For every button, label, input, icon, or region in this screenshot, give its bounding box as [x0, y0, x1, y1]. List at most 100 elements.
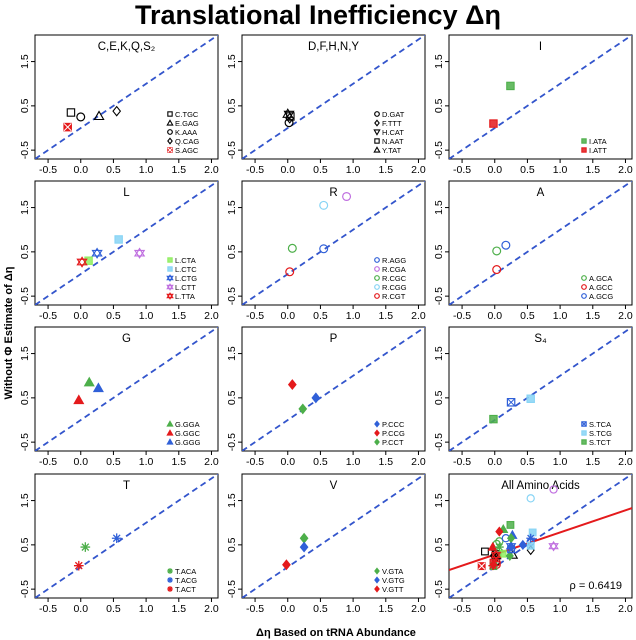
legend-label: P.CCT — [382, 438, 404, 447]
y-ticks: -0.5 0.5 1.5 — [226, 200, 242, 305]
x-tick-label: 0.5 — [520, 164, 535, 176]
x-ticks: -0.5 0.0 0.5 1.0 1.5 2.0 — [246, 451, 426, 468]
x-tick-label: 2.0 — [204, 164, 219, 176]
data-point — [477, 562, 486, 571]
panel-title: G — [122, 333, 131, 345]
correlation-annotation: ρ = 0.6419 — [570, 580, 622, 592]
legend-label: L.CTC — [175, 265, 197, 274]
data-point — [498, 549, 507, 558]
panel-1: -0.5 0.0 0.5 1.0 1.5 2.0 -0.5 0.5 1.5 C,E,K,Q,S₂ C… — [19, 34, 219, 176]
x-tick-label: 0.0 — [73, 310, 88, 322]
legend-label: S.TCT — [589, 438, 611, 447]
data-point — [492, 265, 502, 275]
x-tick-label: 2.0 — [618, 164, 633, 176]
data-points — [73, 376, 104, 405]
y-tick-label: 1.5 — [433, 200, 445, 215]
x-axis-label: Δη Based on tRNA Abundance — [256, 627, 416, 639]
legend-label: V.GTA — [382, 567, 403, 576]
data-point — [83, 376, 95, 387]
y-tick-label: 0.5 — [226, 98, 238, 113]
y-tick-label: 0.5 — [433, 244, 445, 259]
y-tick-label: 0.5 — [19, 390, 31, 405]
x-tick-label: 0.0 — [487, 603, 502, 615]
legend-marker — [581, 138, 587, 144]
y-ticks: -0.5 0.5 1.5 — [226, 54, 242, 159]
x-tick-label: 0.5 — [106, 456, 121, 468]
legend-label: P.CCG — [382, 429, 405, 438]
x-tick-label: 0.5 — [313, 603, 328, 615]
legend-label: T.ACG — [175, 576, 197, 585]
x-ticks: -0.5 0.0 0.5 1.0 1.5 2.0 — [39, 451, 219, 468]
y-tick-label: -0.5 — [433, 433, 445, 451]
x-ticks: -0.5 0.0 0.5 1.0 1.5 2.0 — [246, 159, 426, 176]
identity-line — [242, 474, 425, 598]
panel-10: -0.5 0.0 0.5 1.0 1.5 2.0 -0.5 0.5 1.5 T T.ACAT.ACG… — [19, 473, 219, 615]
x-tick-label: 1.5 — [171, 456, 186, 468]
legend-marker — [167, 147, 173, 153]
x-tick-label: 0.5 — [520, 310, 535, 322]
legend-marker — [167, 137, 173, 145]
data-point — [490, 549, 502, 561]
legend-label: I.ATT — [589, 146, 607, 155]
identity-line — [449, 474, 632, 598]
y-tick-label: -0.5 — [19, 580, 31, 598]
identity-line — [35, 474, 218, 598]
x-tick-label: -0.5 — [246, 310, 264, 322]
y-axis-label: Without Φ Estimate of Δη — [3, 266, 15, 399]
panel-6: -0.5 0.0 0.5 1.0 1.5 2.0 -0.5 0.5 1.5 A A.GCAA.GCC… — [433, 180, 633, 322]
x-tick-label: -0.5 — [39, 310, 57, 322]
x-tick-label: 1.5 — [378, 164, 393, 176]
identity-line — [449, 181, 632, 305]
x-ticks: -0.5 0.0 0.5 1.0 1.5 2.0 — [39, 598, 219, 615]
data-point — [506, 81, 515, 91]
y-tick-label: 1.5 — [19, 54, 31, 69]
panel-2: -0.5 0.0 0.5 1.0 1.5 2.0 -0.5 0.5 1.5 D,F,H,N,Y D.… — [226, 34, 426, 176]
x-tick-label: 0.0 — [73, 164, 88, 176]
legend-marker — [167, 568, 173, 574]
legend-marker — [374, 585, 380, 593]
panel-title: T — [123, 480, 130, 492]
data-point — [133, 247, 146, 259]
legend-label: L.CTT — [175, 283, 196, 292]
x-tick-label: 2.0 — [411, 456, 426, 468]
legend-label: F.TTT — [382, 119, 402, 128]
x-tick-label: 1.5 — [171, 164, 186, 176]
y-ticks: -0.5 0.5 1.5 — [433, 346, 449, 451]
data-points — [282, 532, 309, 571]
x-tick-label: 2.0 — [204, 456, 219, 468]
x-tick-label: 1.0 — [346, 164, 361, 176]
x-tick-label: 1.0 — [346, 310, 361, 322]
legend-label: A.GCA — [589, 274, 612, 283]
data-point — [518, 539, 527, 550]
x-tick-label: 0.5 — [520, 603, 535, 615]
x-tick-label: 1.5 — [378, 310, 393, 322]
legend-label: T.ACT — [175, 585, 196, 594]
y-tick-label: 0.5 — [19, 98, 31, 113]
legend-label: L.CTA — [175, 256, 196, 265]
panel-title: P — [330, 333, 338, 345]
data-point — [487, 541, 498, 551]
data-point — [299, 541, 309, 553]
legend-marker — [167, 129, 173, 135]
x-tick-label: -0.5 — [39, 603, 57, 615]
x-tick-label: 2.0 — [411, 603, 426, 615]
x-tick-label: 0.5 — [106, 603, 121, 615]
data-point — [495, 526, 504, 537]
panel-title: C,E,K,Q,S₂ — [98, 41, 156, 53]
data-point — [282, 559, 291, 571]
legend-marker — [167, 111, 173, 117]
x-tick-label: 1.0 — [139, 603, 154, 615]
y-tick-label: 0.5 — [433, 537, 445, 552]
data-point — [319, 200, 329, 210]
data-point — [492, 246, 502, 256]
data-points — [477, 485, 559, 571]
legend-label: A.GCC — [589, 283, 613, 292]
y-tick-label: -0.5 — [19, 433, 31, 451]
x-tick-label: 1.0 — [553, 310, 568, 322]
x-tick-label: 1.0 — [553, 603, 568, 615]
x-tick-label: 0.5 — [313, 164, 328, 176]
